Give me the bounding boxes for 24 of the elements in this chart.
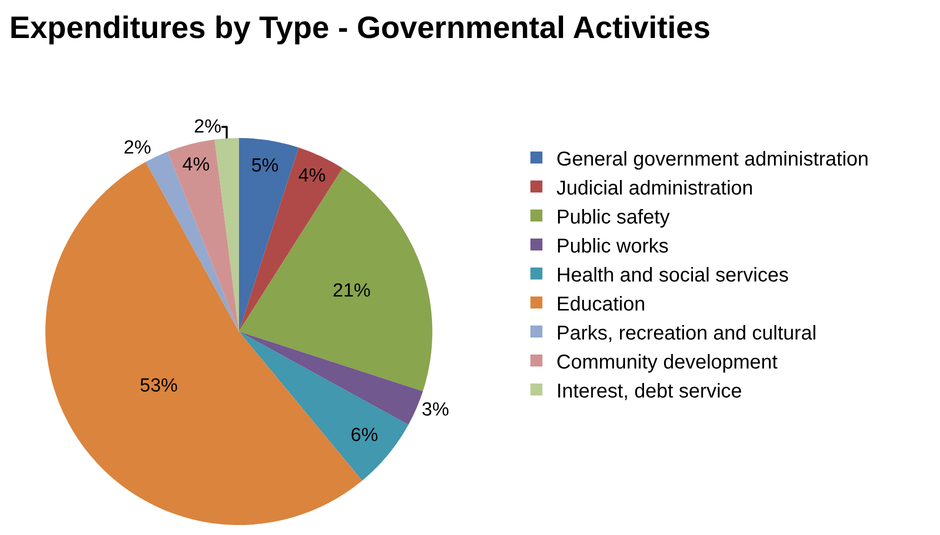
pie-slice: [238, 332, 408, 481]
pie-slice: [168, 140, 239, 332]
data-label: 3%: [422, 400, 450, 421]
data-label: 4%: [182, 154, 210, 176]
legend-label: Public works: [556, 235, 669, 258]
data-label: 2%: [194, 116, 222, 138]
data-label: 6%: [350, 424, 378, 446]
legend-label: Interest, debt service: [556, 380, 742, 402]
legend-label: Health and social services: [556, 264, 789, 286]
legend-label: Public safety: [556, 206, 670, 228]
legend-label: Community development: [556, 351, 778, 374]
data-label: 2%: [124, 137, 152, 158]
pie-slice: [238, 332, 423, 425]
data-label: 5%: [251, 156, 279, 177]
data-label: 53%: [140, 375, 178, 396]
pie-slice: [238, 138, 299, 332]
legend-label: Parks, recreation and cultural: [556, 322, 817, 344]
data-label: 4%: [298, 165, 326, 186]
legend-label: General government administration: [556, 148, 869, 170]
pie-slice: [214, 138, 239, 332]
legend-label: Education: [556, 293, 646, 316]
data-label: 21%: [332, 280, 371, 302]
chart-title: Expenditures by Type - Governmental Activities: [9, 10, 711, 45]
legend-label: Judicial administration: [556, 177, 754, 200]
